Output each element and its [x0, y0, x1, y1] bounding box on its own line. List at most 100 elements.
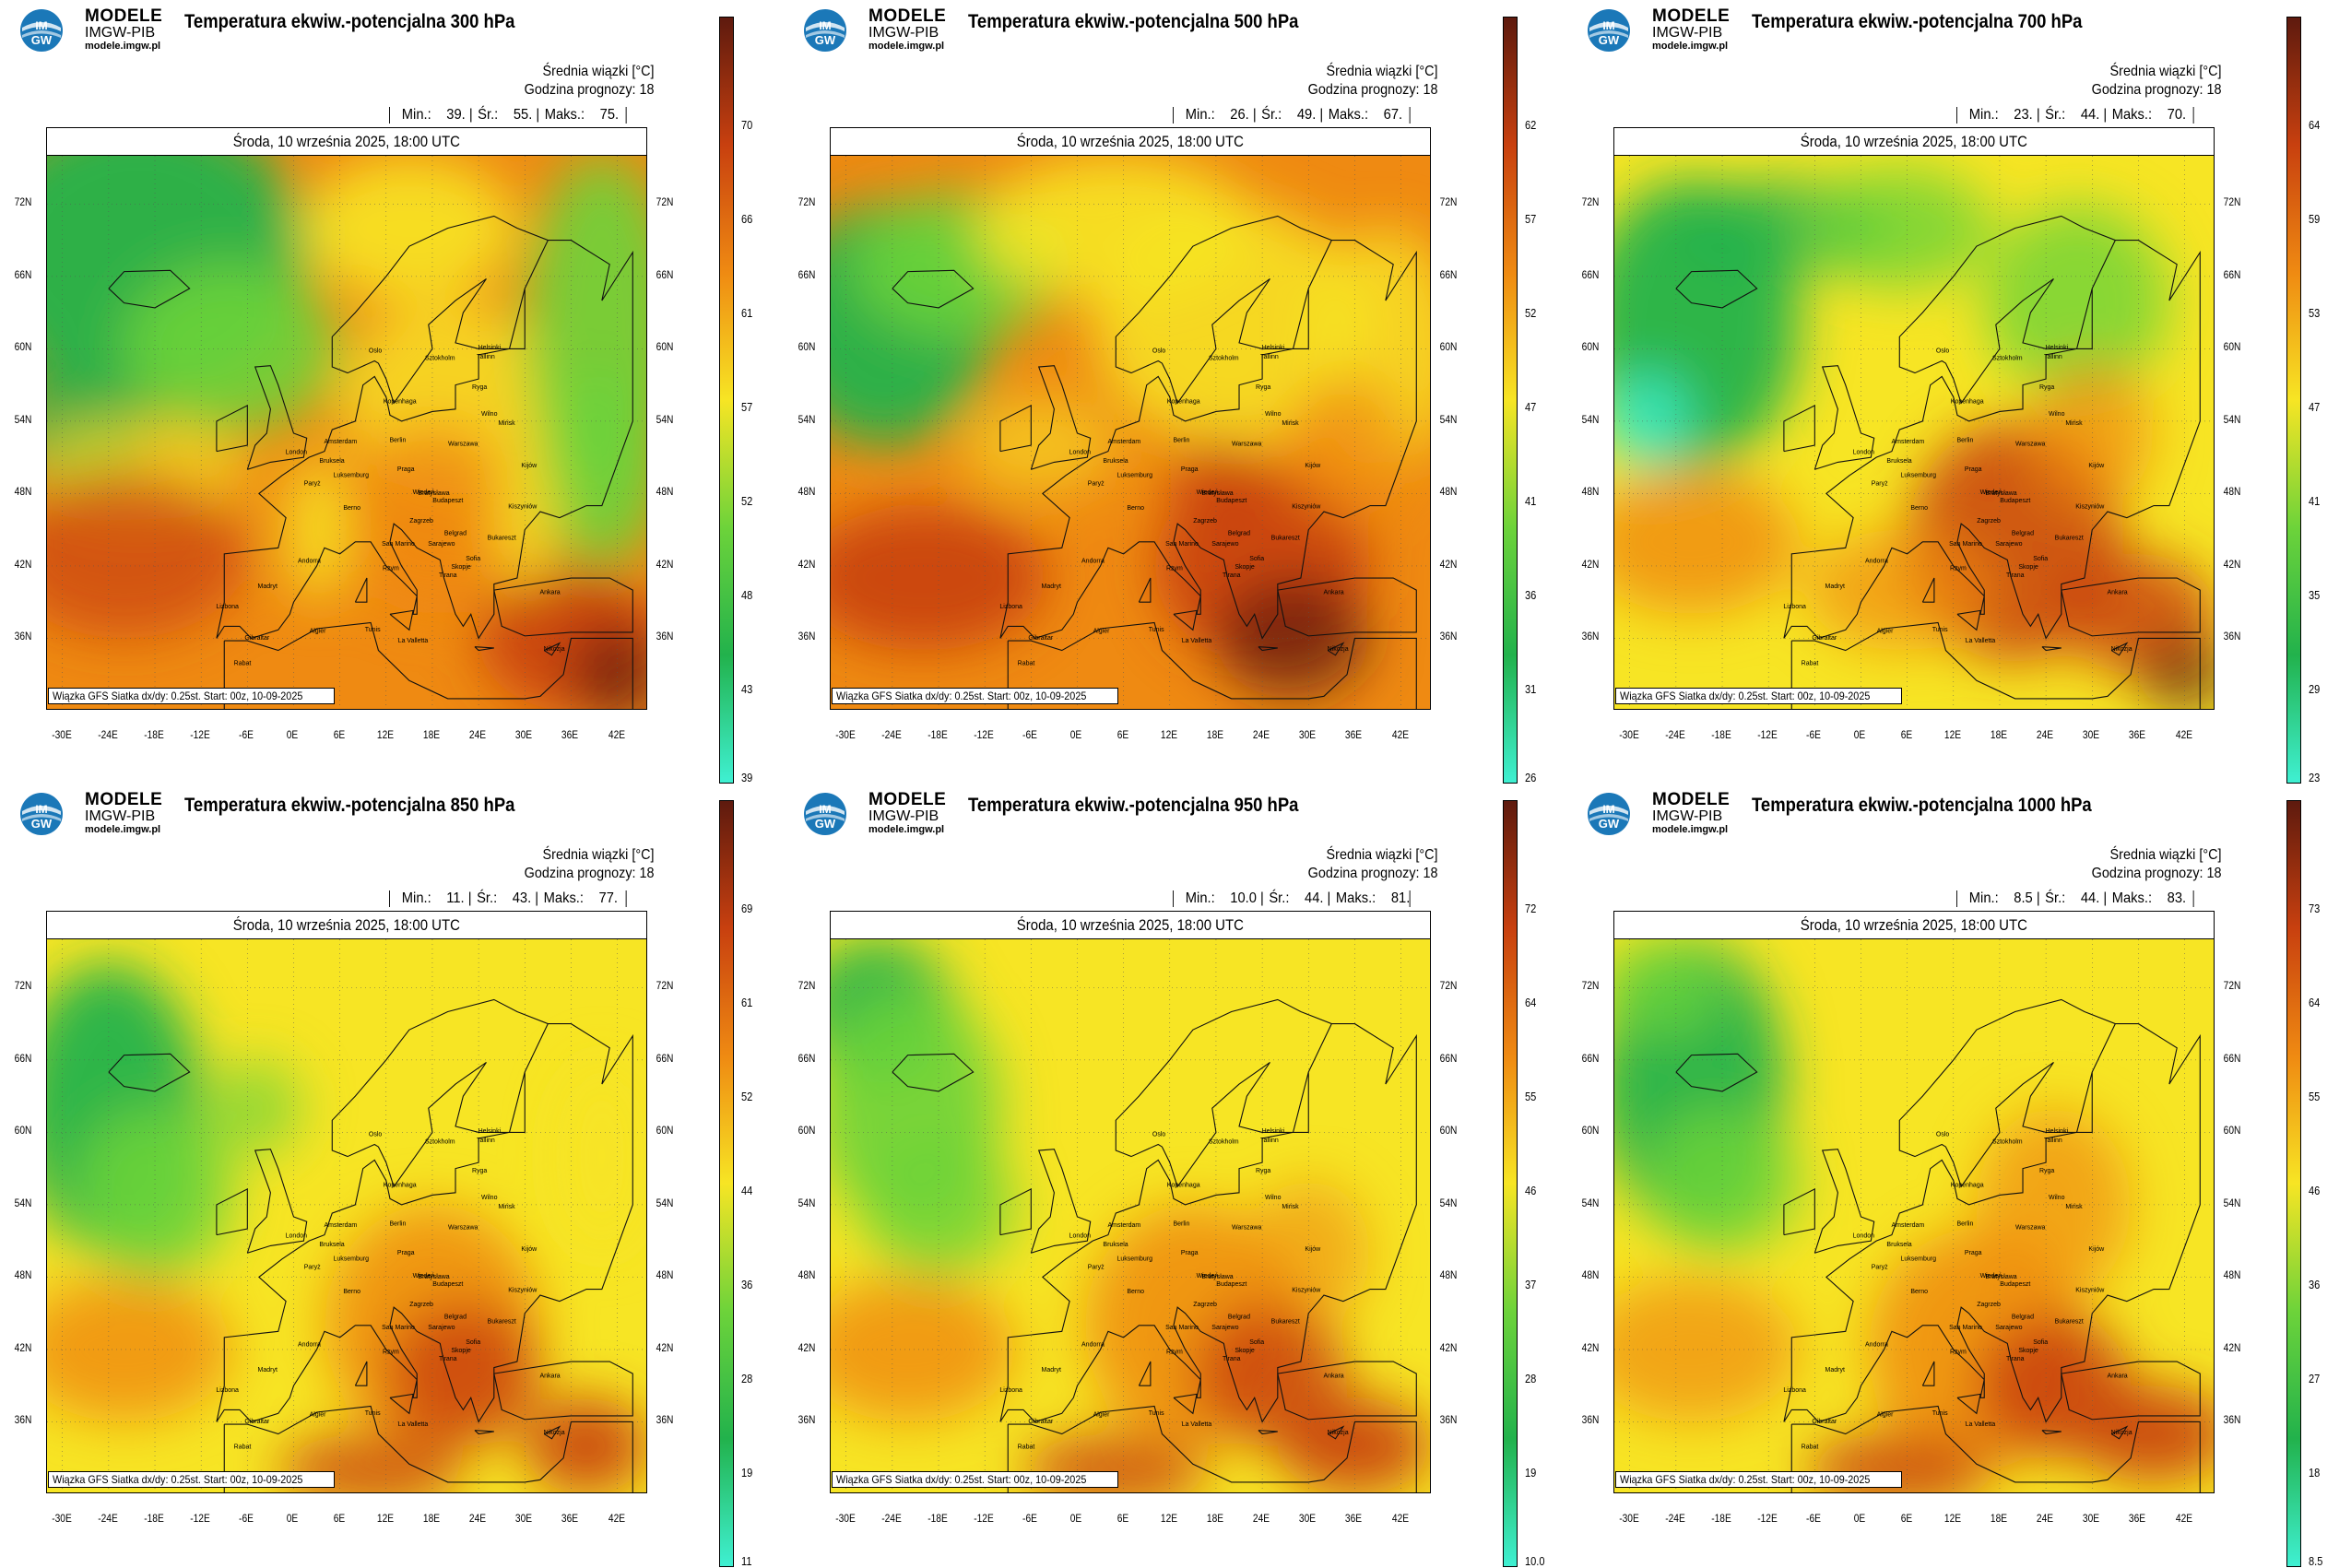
footer-note: Wiązka GFS Siatka dx/dy: 0.25st. Start: …: [1615, 688, 1903, 704]
lon-label: -18E: [1711, 728, 1731, 741]
field-region: [555, 1059, 646, 1254]
colorbar-label: 52: [741, 1090, 753, 1103]
coastline: [999, 405, 1032, 453]
city-label: San Marino: [1165, 1325, 1199, 1331]
lat-label-right: 66N: [2223, 1051, 2241, 1065]
brand-org: IMGW-PIB: [1652, 24, 1723, 41]
stat-separator: |: [531, 890, 539, 906]
lat-label-left: 48N: [797, 1268, 816, 1282]
city-label: Skopje: [2018, 564, 2038, 571]
lat-label-right: 60N: [2223, 340, 2241, 354]
date-text: Środa, 10 września 2025, 18:00 UTC: [1800, 133, 2028, 150]
city-label: Sofia: [1249, 556, 1264, 562]
lon-label: 30E: [515, 1512, 533, 1525]
city-label: Tunis: [1149, 627, 1164, 633]
map-field: Oslo Sztokholm Helsinki Tallinn Ryga Kopenhag…: [831, 939, 1430, 1492]
field-region: [1645, 1108, 1800, 1254]
lat-label-right: 48N: [1439, 1268, 1458, 1282]
coastline: [1173, 1393, 1198, 1415]
city-label: Kiszyniów: [1292, 1288, 1321, 1294]
info-forecast-hour: Godzina prognozy: 18: [525, 866, 655, 881]
lat-label-left: 54N: [1581, 1196, 1600, 1209]
panel-title: Temperatura ekwiw.-potencjalna 500 hPa: [968, 11, 1299, 32]
city-label: Bratysława: [1201, 1274, 1233, 1280]
city-label: Lizbona: [1783, 604, 1806, 610]
city-label: Praga: [1181, 1250, 1199, 1256]
colorbar: [1503, 17, 1518, 784]
city-label: Kijów: [521, 1246, 538, 1253]
coastline: [1790, 1405, 2201, 1492]
coastline: [2061, 1361, 2201, 1421]
footer-note: Wiązka GFS Siatka dx/dy: 0.25st. Start: …: [48, 1471, 336, 1488]
colorbar-label: 57: [741, 400, 753, 414]
stat-separator: |: [2032, 107, 2040, 123]
city-label: Berlin: [1173, 438, 1189, 444]
lat-label-right: 36N: [2223, 630, 2241, 643]
stats-line: Min.: 8.5 | Śr.: 44. | Maks.: 83.: [1956, 890, 2194, 907]
date-bar: Środa, 10 września 2025, 18:00 UTC: [46, 911, 647, 940]
stat-min: 26.: [1230, 107, 1249, 123]
city-label: Wilno: [2049, 411, 2065, 418]
field-region: [1614, 372, 1692, 470]
lat-label-right: 54N: [2223, 1196, 2241, 1209]
city-label: Skopje: [2018, 1348, 2038, 1354]
city-label: Tallinn: [2044, 354, 2062, 360]
city-label: London: [1853, 450, 1874, 456]
colorbar-label: 18: [2309, 1466, 2321, 1480]
stat-min-label: Min.:: [1968, 107, 1999, 123]
field-region: [47, 469, 248, 639]
colorbar-label: 52: [741, 494, 753, 508]
lon-label: -12E: [190, 1512, 210, 1525]
city-label: Budapeszt: [2000, 498, 2030, 504]
lon-label: 18E: [422, 728, 441, 741]
city-label: Amsterdam: [324, 439, 357, 445]
city-label: Wilno: [481, 1195, 498, 1201]
city-label: Amsterdam: [1107, 1222, 1140, 1229]
coastline: [474, 1430, 494, 1435]
svg-text:GW: GW: [31, 817, 53, 831]
stat-max-label: Maks.:: [2111, 107, 2153, 123]
city-label: Praga: [1965, 1250, 1982, 1256]
lon-label: 12E: [376, 728, 394, 741]
lat-label-left: 72N: [797, 195, 816, 209]
lon-label: 12E: [1943, 1512, 1961, 1525]
lat-label-left: 72N: [797, 979, 816, 993]
stat-separator: |: [465, 107, 473, 123]
lat-label-right: 66N: [656, 1051, 674, 1065]
colorbar-label: 43: [741, 682, 753, 696]
lon-label: 24E: [1253, 1512, 1270, 1525]
city-label: Tirana: [1223, 572, 1241, 579]
colorbar-label: 29: [2309, 682, 2321, 696]
lon-label: 6E: [1900, 1512, 1912, 1525]
coastline: [1783, 215, 2201, 640]
lon-label: -18E: [144, 1512, 164, 1525]
city-label: Algier: [310, 628, 327, 634]
lat-label-right: 36N: [656, 630, 674, 643]
coastline: [493, 577, 633, 637]
map-area: Oslo Sztokholm Helsinki Tallinn Ryga Kopenhag…: [46, 155, 647, 710]
lon-label: -30E: [51, 1512, 72, 1525]
lon-label: 6E: [1116, 1512, 1128, 1525]
lon-label: 36E: [2129, 728, 2146, 741]
coastline: [246, 1149, 308, 1254]
city-label: Sztokholm: [1992, 1139, 2023, 1146]
city-label: Zagrzeb: [1977, 518, 2001, 525]
svg-text:GW: GW: [1599, 817, 1620, 831]
city-label: Bratysława: [1201, 490, 1233, 497]
lon-label: -30E: [834, 728, 856, 741]
city-label: Wiedeń: [1980, 1273, 2002, 1279]
lat-label-right: 48N: [2223, 1268, 2241, 1282]
coastline: [543, 642, 561, 656]
city-label: Helsinki: [2046, 345, 2069, 351]
city-label: Rzym: [1950, 565, 1967, 572]
city-label: Kopenhaga: [1951, 1183, 1984, 1189]
lon-label: -6E: [1022, 1512, 1038, 1525]
city-label: Helsinki: [478, 1128, 502, 1135]
lon-label: -6E: [239, 1512, 254, 1525]
lat-label-right: 60N: [2223, 1124, 2241, 1138]
lat-label-right: 54N: [1439, 412, 1458, 426]
lon-label: -30E: [1618, 728, 1639, 741]
coastline: [2041, 1430, 2062, 1435]
city-label: London: [1069, 1233, 1091, 1240]
info-average-label: Średnia wiązki [°C]: [2109, 847, 2222, 863]
